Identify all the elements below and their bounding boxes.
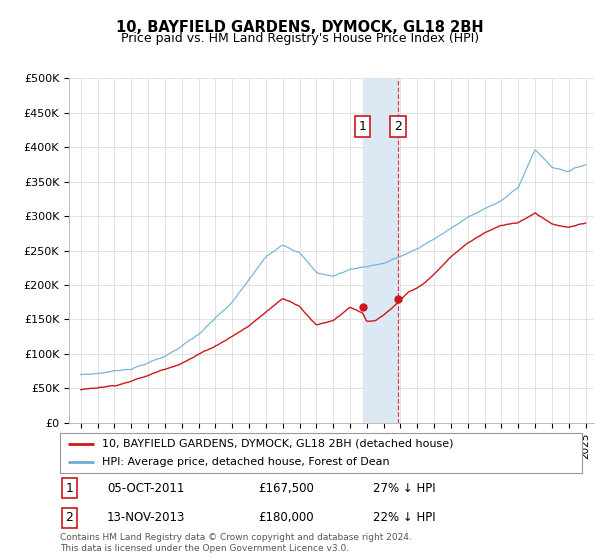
Text: 27% ↓ HPI: 27% ↓ HPI xyxy=(373,482,436,494)
Text: £167,500: £167,500 xyxy=(259,482,314,494)
Text: Price paid vs. HM Land Registry's House Price Index (HPI): Price paid vs. HM Land Registry's House … xyxy=(121,32,479,45)
Text: 10, BAYFIELD GARDENS, DYMOCK, GL18 2BH (detached house): 10, BAYFIELD GARDENS, DYMOCK, GL18 2BH (… xyxy=(102,439,453,449)
Text: Contains HM Land Registry data © Crown copyright and database right 2024.
This d: Contains HM Land Registry data © Crown c… xyxy=(60,533,412,553)
Text: 13-NOV-2013: 13-NOV-2013 xyxy=(107,511,185,524)
Text: 2: 2 xyxy=(65,511,73,524)
Bar xyxy=(362,78,398,423)
Text: 2: 2 xyxy=(394,120,402,133)
Text: 1: 1 xyxy=(65,482,73,494)
Text: 22% ↓ HPI: 22% ↓ HPI xyxy=(373,511,436,524)
Text: £180,000: £180,000 xyxy=(259,511,314,524)
Text: 05-OCT-2011: 05-OCT-2011 xyxy=(107,482,184,494)
Text: 1: 1 xyxy=(359,120,367,133)
Text: 10, BAYFIELD GARDENS, DYMOCK, GL18 2BH: 10, BAYFIELD GARDENS, DYMOCK, GL18 2BH xyxy=(116,20,484,35)
Text: HPI: Average price, detached house, Forest of Dean: HPI: Average price, detached house, Fore… xyxy=(102,458,389,467)
